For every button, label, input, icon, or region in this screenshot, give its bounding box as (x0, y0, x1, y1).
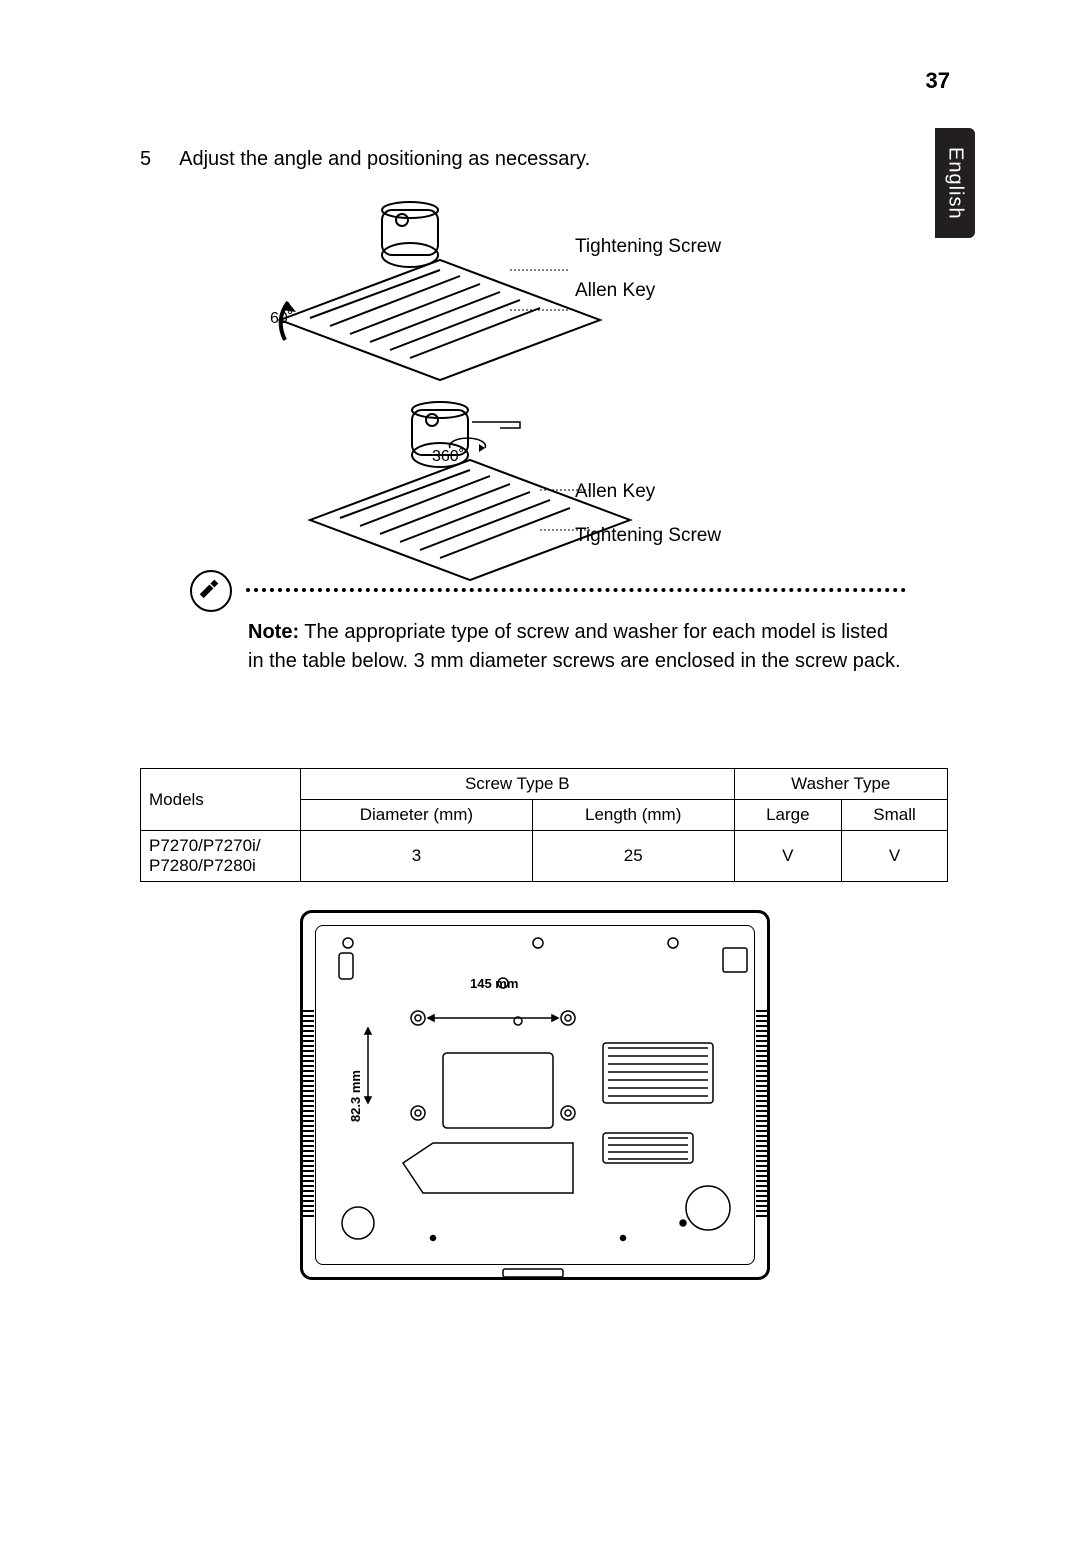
note-icon (190, 570, 232, 612)
td-diameter: 3 (301, 831, 533, 882)
note-row (190, 570, 910, 612)
table-row: Models Screw Type B Washer Type (141, 769, 948, 800)
th-models: Models (141, 769, 301, 831)
th-screw-type: Screw Type B (301, 769, 735, 800)
th-diameter: Diameter (mm) (301, 800, 533, 831)
note-text: Note: The appropriate type of screw and … (248, 618, 908, 676)
mount-diagrams (260, 200, 880, 600)
td-large: V (734, 831, 842, 882)
th-washer-type: Washer Type (734, 769, 947, 800)
vent-left (300, 1010, 314, 1220)
projector-details (303, 913, 773, 1283)
step-5: 5 Adjust the angle and positioning as ne… (140, 148, 590, 171)
label-tightening-screw: Tightening Screw (575, 514, 721, 558)
page-number: 37 (926, 68, 950, 94)
angle-60-label: 60˚ (270, 310, 293, 328)
vent-right (756, 1010, 770, 1220)
dashed-separator (246, 588, 906, 592)
language-tab: English (935, 128, 975, 238)
step-text: Adjust the angle and positioning as nece… (179, 148, 590, 171)
label-allen-key: Allen Key (575, 269, 721, 313)
td-length: 25 (532, 831, 734, 882)
step-number: 5 (140, 148, 151, 171)
angle-360-label: 360˚ (432, 448, 464, 466)
note-body: The appropriate type of screw and washer… (248, 621, 901, 672)
table-row: P7270/P7270i/ P7280/P7280i 3 25 V V (141, 831, 948, 882)
screw-spec-table: Models Screw Type B Washer Type Diameter… (140, 768, 948, 882)
th-length: Length (mm) (532, 800, 734, 831)
th-small: Small (842, 800, 948, 831)
top-diagram-labels: Tightening Screw Allen Key (575, 225, 721, 312)
dimension-horizontal: 145 mm (470, 976, 518, 991)
td-models: P7270/P7270i/ P7280/P7280i (141, 831, 301, 882)
label-tightening-screw: Tightening Screw (575, 225, 721, 269)
projector-bottom-diagram (300, 910, 770, 1280)
th-large: Large (734, 800, 842, 831)
dimension-vertical: 82.3 mm (348, 1070, 363, 1122)
label-allen-key: Allen Key (575, 470, 721, 514)
td-small: V (842, 831, 948, 882)
language-tab-label: English (944, 147, 967, 220)
note-label: Note: (248, 621, 299, 643)
bottom-diagram-labels: Allen Key Tightening Screw (575, 470, 721, 557)
